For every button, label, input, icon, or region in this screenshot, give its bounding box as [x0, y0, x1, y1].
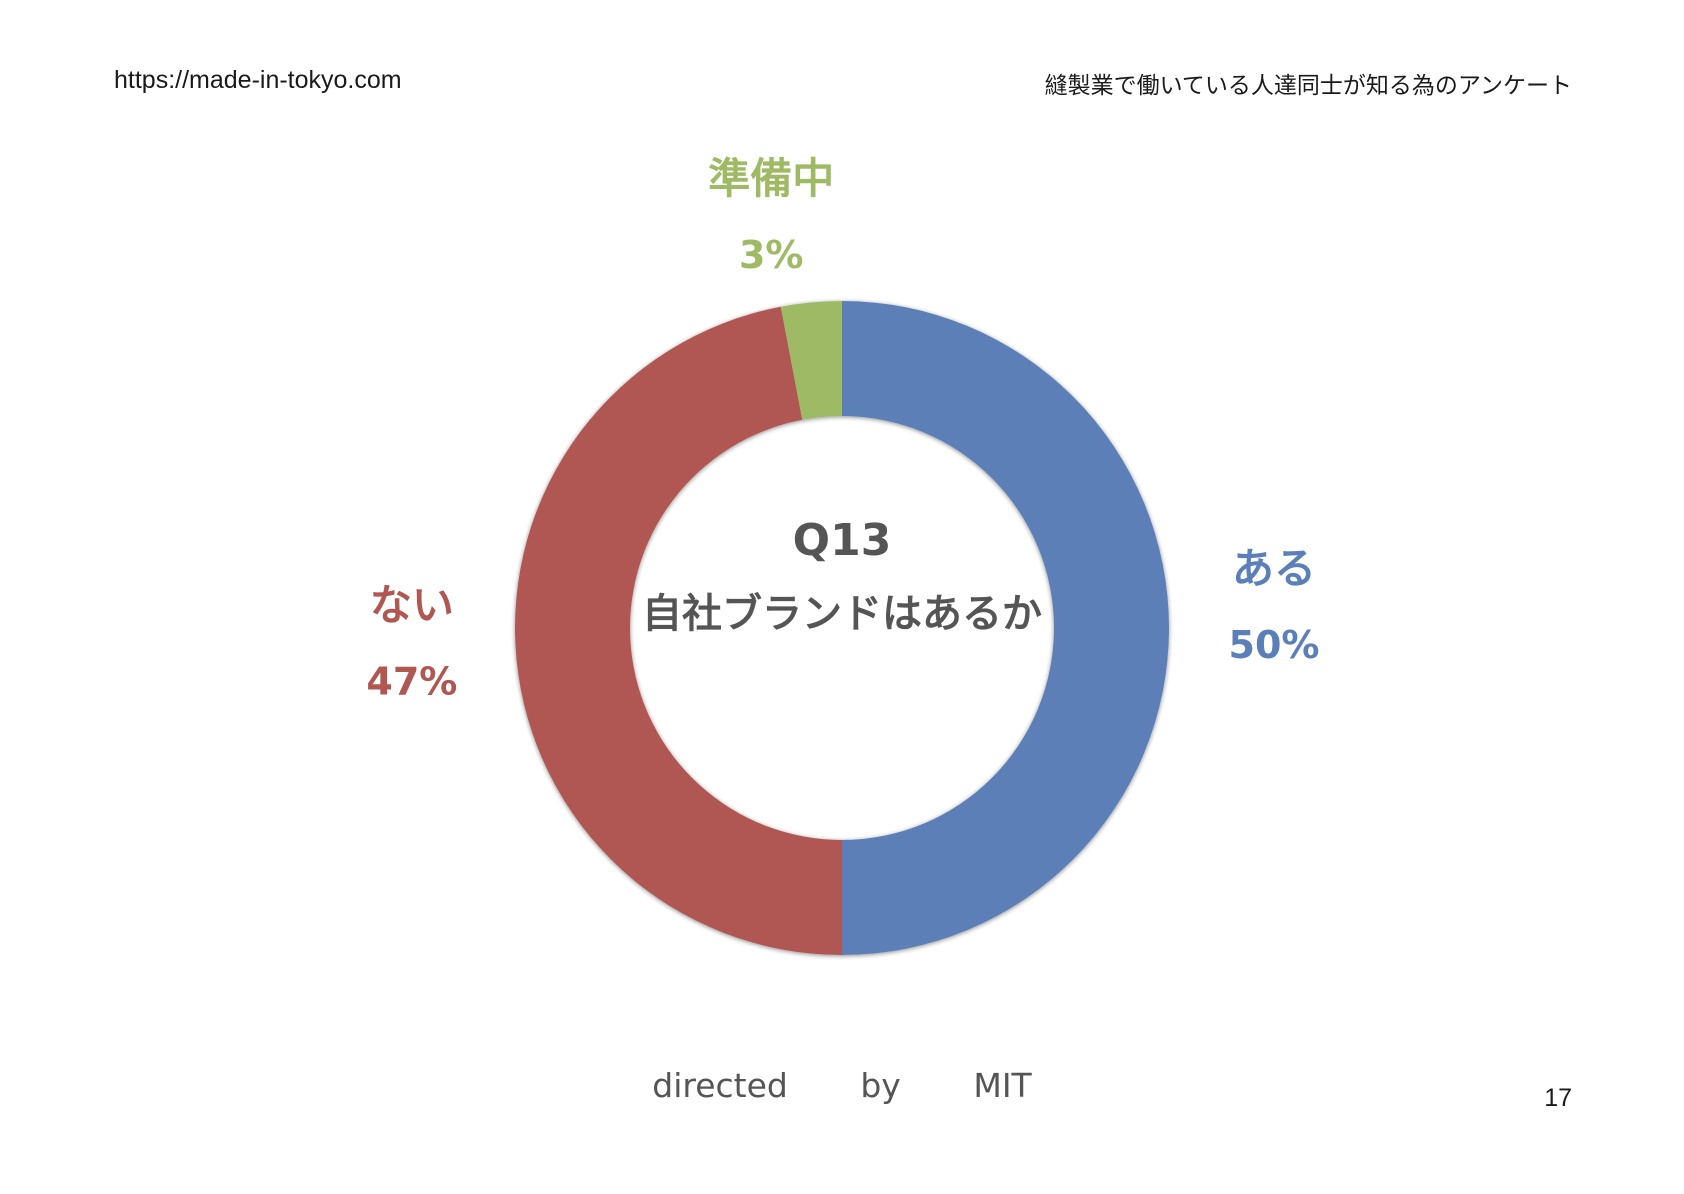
credit-word-by: by [860, 1066, 901, 1105]
slice-label-1: ない [370, 580, 454, 629]
slice-value-label-0: 50% [1229, 623, 1320, 667]
credit-word-mit: MIT [973, 1066, 1032, 1105]
center-question-number: Q13 [793, 515, 892, 566]
slice-label-0: ある [1232, 544, 1316, 593]
page-number: 17 [1544, 1084, 1572, 1112]
survey-title: 縫製業で働いている人達同士が知る為のアンケート [1044, 73, 1572, 99]
donut-slice-0 [842, 301, 1169, 955]
slice-value-label-2: 3% [739, 233, 804, 277]
footer-credit: directed by MIT [0, 1066, 1684, 1105]
slice-label-2: 準備中 [708, 154, 834, 203]
slice-group [515, 301, 1169, 955]
credit-word-directed: directed [652, 1066, 788, 1105]
label-group: ある 50% ない 47% 準備中 3% [366, 154, 1319, 703]
center-question-text: 自社ブランドはあるか [642, 591, 1042, 637]
slice-value-label-1: 47% [366, 659, 457, 703]
donut-slice-1 [515, 306, 842, 955]
donut-slice-2 [780, 301, 842, 420]
site-url: https://made-in-tokyo.com [114, 66, 402, 94]
